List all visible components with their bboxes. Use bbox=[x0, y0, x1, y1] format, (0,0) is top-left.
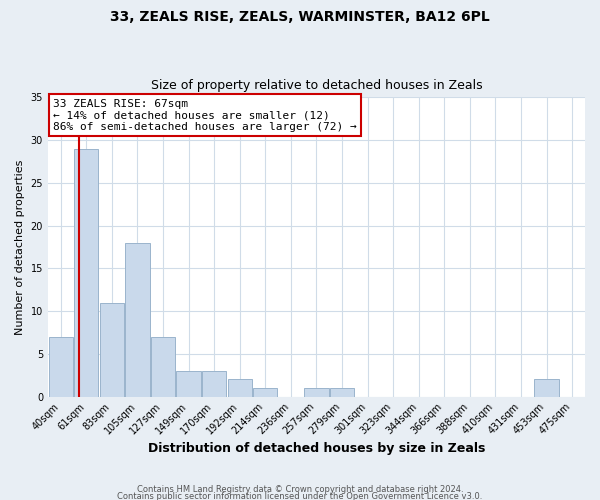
Text: Contains HM Land Registry data © Crown copyright and database right 2024.: Contains HM Land Registry data © Crown c… bbox=[137, 486, 463, 494]
Text: 33, ZEALS RISE, ZEALS, WARMINSTER, BA12 6PL: 33, ZEALS RISE, ZEALS, WARMINSTER, BA12 … bbox=[110, 10, 490, 24]
Y-axis label: Number of detached properties: Number of detached properties bbox=[15, 160, 25, 334]
Bar bbox=[74, 148, 98, 396]
Bar bbox=[100, 302, 124, 396]
Bar bbox=[535, 380, 559, 396]
Bar bbox=[176, 371, 201, 396]
Bar bbox=[202, 371, 226, 396]
Bar bbox=[304, 388, 329, 396]
Text: 33 ZEALS RISE: 67sqm
← 14% of detached houses are smaller (12)
86% of semi-detac: 33 ZEALS RISE: 67sqm ← 14% of detached h… bbox=[53, 99, 357, 132]
X-axis label: Distribution of detached houses by size in Zeals: Distribution of detached houses by size … bbox=[148, 442, 485, 455]
Bar bbox=[125, 242, 149, 396]
Title: Size of property relative to detached houses in Zeals: Size of property relative to detached ho… bbox=[151, 79, 482, 92]
Bar bbox=[330, 388, 354, 396]
Text: Contains public sector information licensed under the Open Government Licence v3: Contains public sector information licen… bbox=[118, 492, 482, 500]
Bar bbox=[151, 336, 175, 396]
Bar bbox=[49, 336, 73, 396]
Bar bbox=[253, 388, 277, 396]
Bar bbox=[227, 380, 252, 396]
